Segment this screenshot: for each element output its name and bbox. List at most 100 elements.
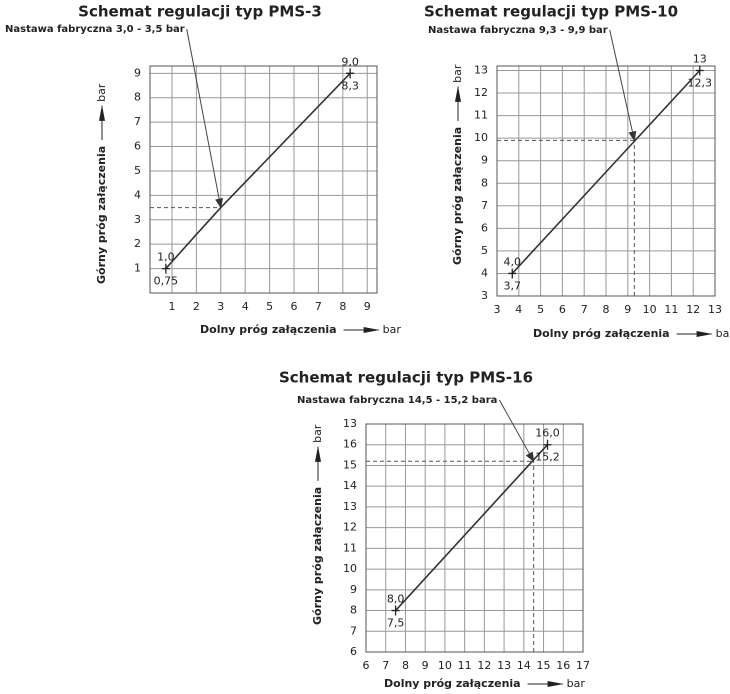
x-tick-label: 9 <box>422 659 429 672</box>
annotation-arrow <box>186 28 224 209</box>
y-value-label: 13 <box>693 53 707 66</box>
y-tick-label: 13 <box>343 417 357 430</box>
x-value-label: 0,75 <box>154 275 179 288</box>
y-tick-label: 3 <box>481 289 488 302</box>
x-tick-label: 11 <box>664 303 678 316</box>
y-tick-label: 14 <box>343 479 357 492</box>
x-tick-label: 6 <box>559 303 566 316</box>
y-tick-label: 3 <box>134 213 141 226</box>
x-tick-label: 16 <box>556 659 570 672</box>
y-axis-label: Górny próg załączenia <box>95 146 108 284</box>
y-tick-label: 9 <box>134 66 141 79</box>
point-marker <box>508 268 517 279</box>
plot-frame <box>149 65 378 294</box>
y-tick-label: 15 <box>343 458 357 471</box>
point-marker <box>543 439 552 450</box>
x-tick-label: 3 <box>494 303 501 316</box>
y-axis-label: Górny próg załączenia <box>451 127 464 265</box>
y-tick-label: 4 <box>481 266 488 279</box>
x-axis-unit: bar <box>716 327 730 340</box>
x-tick-label: 8 <box>402 659 409 672</box>
x-tick-label: 8 <box>339 300 346 313</box>
y-tick-label: 9 <box>481 154 488 167</box>
x-axis-label: Dolny próg załączenia <box>384 677 521 690</box>
y-tick-label: 6 <box>481 221 488 234</box>
y-tick-label: 6 <box>134 140 141 153</box>
x-axis-label: Dolny próg załączenia <box>200 323 337 336</box>
x-tick-label: 7 <box>315 300 322 313</box>
y-value-label: 8,0 <box>387 593 405 606</box>
y-tick-label: 11 <box>474 109 488 122</box>
x-tick-label: 5 <box>537 303 544 316</box>
y-tick-label: 9 <box>350 583 357 596</box>
y-tick-label: 4 <box>134 188 141 201</box>
x-tick-label: 2 <box>193 300 200 313</box>
point-marker <box>391 605 400 616</box>
y-value-label: 4,0 <box>504 255 522 268</box>
y-axis-unit: bar <box>311 424 324 443</box>
x-value-label: 8,3 <box>341 79 359 92</box>
x-axis-unit: bar <box>567 677 586 690</box>
x-tick-label: 14 <box>517 659 531 672</box>
data-line <box>511 69 701 274</box>
x-value-label: 15,2 <box>535 451 560 464</box>
y-tick-label: 8 <box>350 604 357 617</box>
x-tick-label: 10 <box>643 303 657 316</box>
x-tick-label: 17 <box>576 659 590 672</box>
x-tick-label: 11 <box>458 659 472 672</box>
y-tick-label: 5 <box>481 244 488 257</box>
y-tick-label: 7 <box>481 199 488 212</box>
y-tick-label: 13 <box>343 500 357 513</box>
x-tick-label: 6 <box>363 659 370 672</box>
point-marker <box>161 263 170 274</box>
y-tick-label: 12 <box>474 86 488 99</box>
x-tick-label: 6 <box>291 300 298 313</box>
x-tick-label: 1 <box>168 300 175 313</box>
y-axis-label: Górny próg załączenia <box>311 487 324 625</box>
chart-title: Schemat regulacji typ PMS-16 <box>279 369 533 387</box>
x-tick-label: 13 <box>497 659 511 672</box>
point-marker <box>346 68 355 79</box>
x-tick-label: 12 <box>477 659 491 672</box>
y-tick-label: 7 <box>350 624 357 637</box>
x-tick-label: 4 <box>515 303 522 316</box>
x-tick-label: 9 <box>624 303 631 316</box>
annotation-arrow <box>498 399 535 463</box>
chart-2: Schemat regulacji typ PMS-10 3 4 5 6 7 8 9 10 11 1… <box>424 3 730 341</box>
x-value-label: 12,3 <box>687 77 712 90</box>
data-line <box>165 72 351 270</box>
chart-1: Schemat regulacji typ PMS-3 1 2 3 4 5 6 7 8 9 1 2 3 4… <box>5 3 401 337</box>
y-tick-label: 13 <box>474 64 488 77</box>
x-axis-label: Dolny próg załączenia <box>533 327 670 340</box>
x-tick-label: 15 <box>537 659 551 672</box>
y-tick-label: 10 <box>343 562 357 575</box>
x-tick-label: 10 <box>438 659 452 672</box>
x-tick-label: 13 <box>708 303 722 316</box>
x-tick-label: 8 <box>603 303 610 316</box>
annotation: Nastawa fabryczna 9,3 - 9,9 bar <box>428 25 608 36</box>
annotation: Nastawa fabryczna 14,5 - 15,2 bara <box>297 395 497 406</box>
plot-frame <box>365 423 584 653</box>
x-axis-unit: bar <box>383 323 402 336</box>
data-line <box>395 444 549 612</box>
x-tick-label: 9 <box>364 300 371 313</box>
chart-3: Schemat regulacji typ PMS-166 7 8 9 10 11 12 13… <box>279 369 590 691</box>
x-tick-label: 5 <box>266 300 273 313</box>
y-tick-label: 2 <box>134 237 141 250</box>
chart-title: Schemat regulacji typ PMS-3 <box>78 3 322 21</box>
point-marker <box>695 65 704 76</box>
y-tick-label: 10 <box>474 131 488 144</box>
y-value-label: 16,0 <box>535 427 560 440</box>
x-tick-label: 12 <box>686 303 700 316</box>
y-value-label: 1,0 <box>157 251 175 264</box>
y-tick-label: 5 <box>134 164 141 177</box>
annotation: Nastawa fabryczna 3,0 - 3,5 bar <box>5 24 185 35</box>
x-tick-label: 7 <box>382 659 389 672</box>
chart-title: Schemat regulacji typ PMS-10 <box>424 3 678 21</box>
y-tick-label: 7 <box>134 115 141 128</box>
x-tick-label: 4 <box>242 300 249 313</box>
x-tick-label: 7 <box>581 303 588 316</box>
y-tick-label: 8 <box>134 91 141 104</box>
y-axis-unit: bar <box>95 83 108 102</box>
